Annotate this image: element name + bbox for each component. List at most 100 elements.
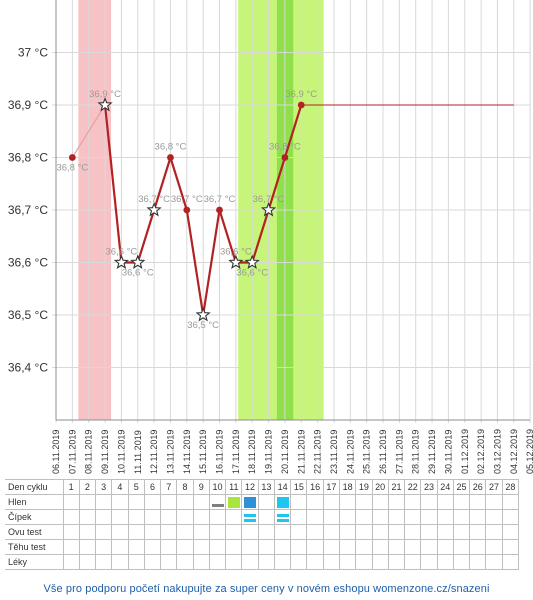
cycle-day-header: 6 [143,479,162,495]
x-tick-label: 06.11.2019 [51,430,61,474]
cycle-day-header: 26 [469,479,487,495]
table-cell [339,524,357,540]
table-cell [355,509,373,525]
table-cell [111,524,129,540]
table-cell [192,494,210,510]
data-label: 36,5 °C [187,320,219,331]
table-cell [160,554,178,570]
table-cell [176,509,194,525]
table-cell [322,524,341,540]
cycle-day-header: 10 [208,479,227,495]
table-cell [469,509,487,525]
star-point-marker [228,254,244,269]
y-tick-label: 36,9 °C [8,98,48,112]
table-cell [95,554,113,570]
table-cell [257,494,275,510]
x-tick-label: 03.12.2019 [492,429,502,474]
table-cell [192,524,210,540]
series-segment [185,208,205,317]
table-cell [160,509,178,525]
table-cell [306,509,324,525]
row-label: Čípek [5,509,64,525]
table-cell [501,494,520,510]
data-label: 36,9 °C [89,89,121,100]
table-cell [436,494,454,510]
table-cell [62,554,80,570]
table-cell [420,494,438,510]
table-cell [404,494,422,510]
x-tick-label: 30.11.2019 [443,430,453,474]
data-label: 36,9 °C [285,89,317,100]
table-cell [436,509,454,525]
data-label: 36,7 °C [204,194,236,205]
series-segment [153,156,172,212]
x-tick-label: 09.11.2019 [100,430,110,474]
x-tick-label: 20.11.2019 [280,430,290,474]
series-segment [251,208,270,264]
table-header-row: Den cyklu 1 2 3 4 5 6 7 8 9 10 11 12 13 14 15 16 17 18 19 20… [5,479,520,495]
x-tick-label: 12.11.2019 [149,430,159,474]
x-tick-label: 15.11.2019 [198,430,208,474]
table-cell [160,539,178,555]
footer-promo-link[interactable]: Vše pro podporu početí nakupujte za supe… [43,583,490,595]
x-tick-label: 13.11.2019 [165,430,175,474]
table-cell [241,509,259,525]
observation-marker [211,504,224,508]
table-cell [62,494,80,510]
table-cell [404,554,422,570]
table-cell [208,539,227,555]
data-label: 36,8 °C [155,142,187,153]
table-cell [273,494,292,510]
y-tick-label: 37 °C [18,46,48,60]
chart-grid [52,0,531,423]
observation-marker [227,496,240,508]
cycle-day-header: 21 [387,479,406,495]
table-cell [208,509,227,525]
table-cell [420,554,438,570]
series-segment [218,208,237,264]
table-cell [273,539,292,555]
x-tick-label: 19.11.2019 [264,430,274,474]
y-tick-label: 36,5 °C [8,308,48,322]
table-cell [420,524,438,540]
star-point-marker [260,201,277,217]
table-cell [339,509,357,525]
cycle-day-header: 5 [127,479,145,495]
temperature-series [68,96,514,322]
x-tick-label: 29.11.2019 [427,430,437,474]
table-cell [225,524,243,540]
star-point-marker [113,254,130,269]
cycle-day-header: 7 [160,479,178,495]
table-cell [95,509,113,525]
table-cell [387,494,406,510]
cycle-day-header: 27 [485,479,503,495]
table-cell [225,509,243,525]
data-label: 36,7 °C [171,194,203,205]
x-tick-label: 27.11.2019 [394,430,404,474]
y-tick-label: 36,8 °C [8,151,48,165]
row-label: Ovu test [5,524,64,540]
point-marker [297,101,305,109]
table-cell [420,509,438,525]
table-cell [355,539,373,555]
table-cell [436,539,454,555]
table-row: Čípek [5,509,520,525]
table-cell [95,524,113,540]
table-cell [143,494,162,510]
cycle-day-header: 16 [306,479,324,495]
row-label: Léky [5,554,64,570]
table-cell [111,539,129,555]
cycle-day-header: 20 [371,479,389,495]
table-cell [290,539,308,555]
table-cell [257,524,275,540]
table-header-label: Den cyklu [5,479,64,495]
x-tick-label: 10.11.2019 [116,430,126,474]
table-cell [192,539,210,555]
table-cell [127,554,145,570]
cycle-day-header: 24 [436,479,454,495]
table-cell [225,554,243,570]
table-cell [306,554,324,570]
table-cell [111,494,129,510]
observation-marker [244,496,257,508]
cycle-day-header: 4 [111,479,129,495]
